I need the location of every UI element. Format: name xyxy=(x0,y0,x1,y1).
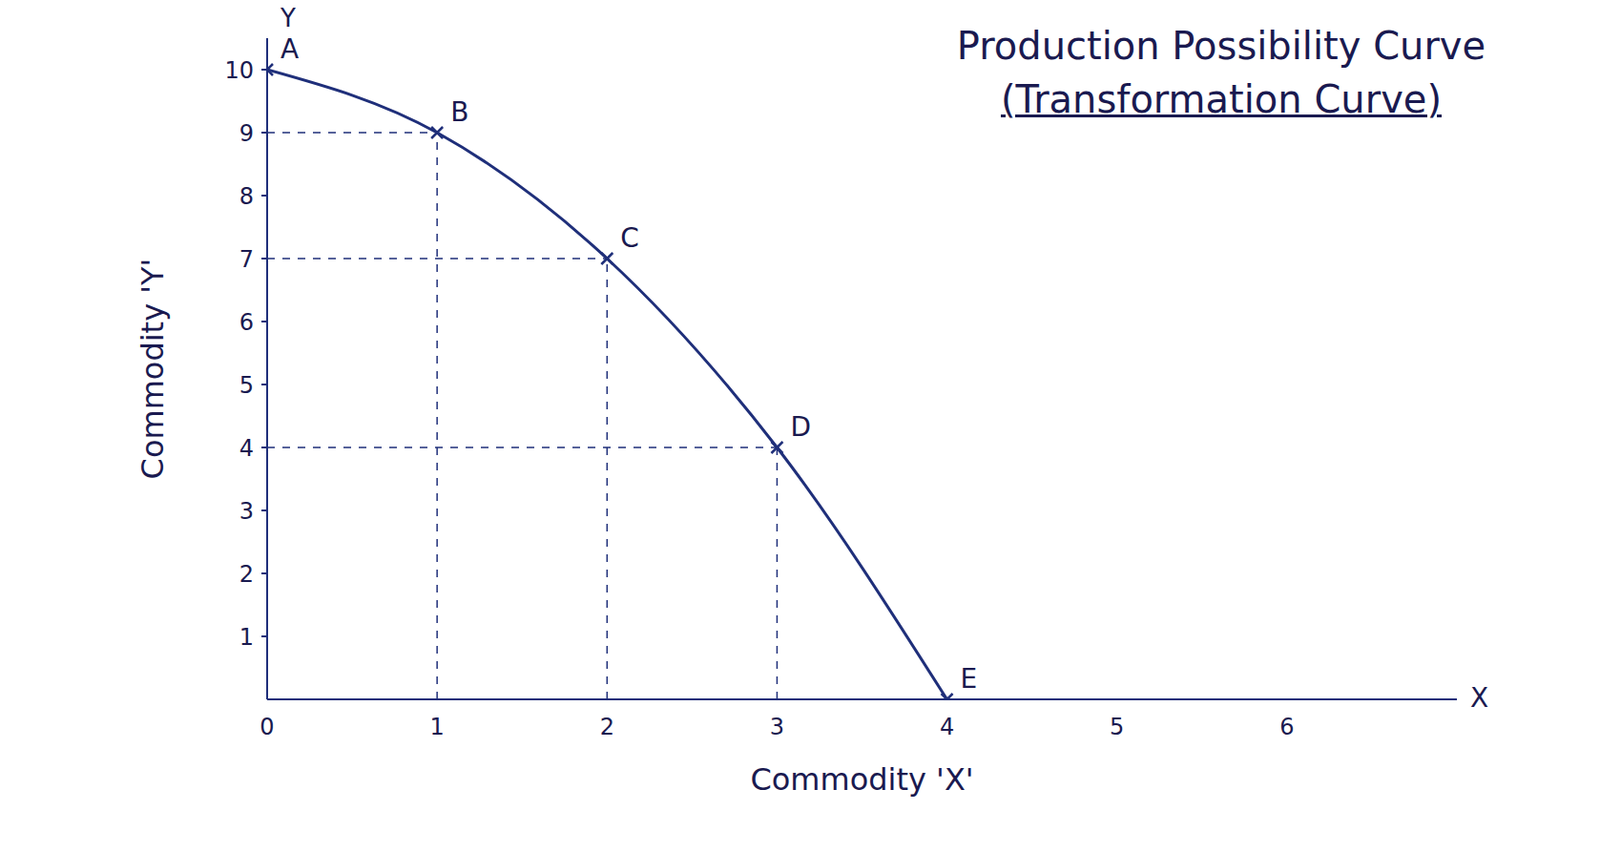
svg-text:2: 2 xyxy=(600,713,615,741)
svg-text:4: 4 xyxy=(239,435,254,462)
svg-text:0: 0 xyxy=(259,713,274,741)
svg-text:E: E xyxy=(960,663,978,695)
svg-text:1: 1 xyxy=(430,713,445,741)
svg-text:5: 5 xyxy=(239,372,254,399)
svg-text:6: 6 xyxy=(239,309,254,336)
svg-text:7: 7 xyxy=(239,246,254,273)
svg-text:8: 8 xyxy=(239,183,254,210)
html-text:Y: Y xyxy=(280,3,296,33)
svg-text:C: C xyxy=(620,222,640,254)
svg-text:10: 10 xyxy=(224,57,254,84)
svg-text:Commodity 'Y': Commodity 'Y' xyxy=(134,258,171,480)
svg-text:Commodity 'X': Commodity 'X' xyxy=(749,761,974,798)
html-text:(Transformation Curve): (Transformation Curve) xyxy=(1000,77,1442,122)
svg-text:5: 5 xyxy=(1109,713,1124,741)
svg-text:D: D xyxy=(789,411,811,443)
svg-text:B: B xyxy=(450,96,469,128)
svg-text:3: 3 xyxy=(769,713,785,741)
svg-text:A: A xyxy=(280,33,299,65)
html-text:Production Possibility Curve: Production Possibility Curve xyxy=(956,23,1486,68)
svg-text:4: 4 xyxy=(939,713,955,741)
svg-text:3: 3 xyxy=(239,498,254,525)
svg-text:6: 6 xyxy=(1279,713,1294,741)
svg-text:9: 9 xyxy=(239,120,254,147)
html-text:X: X xyxy=(1470,682,1489,714)
svg-text:1: 1 xyxy=(239,623,254,651)
svg-text:2: 2 xyxy=(239,561,254,588)
